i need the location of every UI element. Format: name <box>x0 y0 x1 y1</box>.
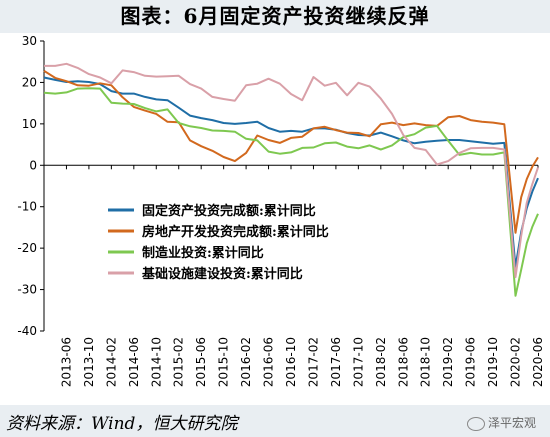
x-tick-label: 2016-02 <box>239 337 253 387</box>
x-tick-label: 2016-10 <box>284 337 298 387</box>
series-layer <box>43 62 539 297</box>
y-tick-label: 20 <box>22 75 37 89</box>
y-tick-label: -10 <box>17 200 37 214</box>
series-line-0 <box>43 76 539 268</box>
series-line-3 <box>44 62 539 279</box>
y-tick-label: 0 <box>29 158 37 172</box>
x-tick-label: 2014-06 <box>127 337 141 387</box>
x-tick-label: 2020-02 <box>509 337 523 387</box>
x-tick-label: 2015-02 <box>172 337 186 387</box>
x-tick-label: 2014-02 <box>104 337 118 387</box>
x-tick-label: 2013-06 <box>59 337 73 387</box>
x-tick-label: 2020-06 <box>531 337 545 387</box>
watermark: 泽平宏观 <box>466 414 536 431</box>
x-tick-label: 2019-10 <box>486 337 500 387</box>
legend-label-1: 房地产开发投资完成额:累计同比 <box>142 224 329 240</box>
x-tick-label: 2018-10 <box>419 337 433 387</box>
title-bar: 图表：6月固定资产投资继续反弹 <box>0 0 550 33</box>
y-tick-label: -20 <box>17 241 37 255</box>
y-tick-label: -40 <box>17 324 37 338</box>
x-tick-label: 2013-10 <box>82 337 96 387</box>
x-tick-label: 2015-06 <box>194 337 208 387</box>
y-tick-label: 30 <box>22 34 37 48</box>
series-line-2 <box>43 87 539 297</box>
source-note: 资料来源：Wind，恒大研究院 <box>6 414 238 434</box>
legend-label-2: 制造业投资:累计同比 <box>142 245 264 261</box>
x-tick-label: 2019-02 <box>441 337 455 387</box>
x-tick-label: 2018-06 <box>396 337 410 387</box>
y-tick-label: 10 <box>22 117 37 131</box>
legend-label-0: 固定资产投资完成额:累计同比 <box>142 203 316 219</box>
y-axis: 30 20 10 0 -10 -20 -30 -40 <box>17 34 45 338</box>
x-tick-label: 2017-06 <box>329 337 343 387</box>
line-chart: 30 20 10 0 -10 -20 -30 -40 2013-06 2013-10 2014-0… <box>17 34 545 387</box>
source-bar: 资料来源：Wind，恒大研究院 泽平宏观 <box>0 405 550 437</box>
x-tick-label: 2019-06 <box>464 337 478 387</box>
legend-label-3: 基础设施建设投资:累计同比 <box>141 266 303 282</box>
x-axis: 2013-06 2013-10 2014-02 2014-06 2014-10 2015-… <box>44 164 545 387</box>
x-tick-label: 2014-10 <box>149 337 163 387</box>
x-tick-label: 2018-02 <box>374 337 388 387</box>
watermark-text: 泽平宏观 <box>487 416 536 430</box>
x-tick-label: 2016-06 <box>262 337 276 387</box>
x-tick-label: 2015-10 <box>217 337 231 387</box>
chart-title: 图表：6月固定资产投资继续反弹 <box>120 4 430 28</box>
y-tick-label: -30 <box>17 283 37 297</box>
wechat-icon <box>466 416 485 431</box>
legend: 固定资产投资完成额:累计同比房地产开发投资完成额:累计同比制造业投资:累计同比基… <box>108 203 329 282</box>
x-tick-label: 2017-10 <box>351 337 365 387</box>
x-tick-label: 2017-02 <box>306 337 320 387</box>
